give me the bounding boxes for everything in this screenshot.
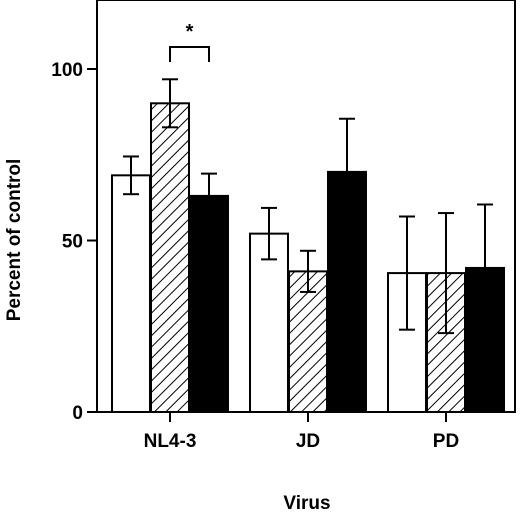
significance-annotation: * [169,21,210,62]
y-axis-label: Percent of control [4,159,25,322]
bar [189,194,229,413]
x-tick-label: JD [296,431,320,452]
y-tick-label: 100 [51,60,83,81]
y-axis-ticks: 0 50 100 [51,60,97,424]
bar [465,266,505,413]
y-tick-label: 50 [62,232,83,253]
bar [150,102,190,414]
bars-group [111,78,505,414]
bar [249,232,289,413]
bar [426,272,466,413]
significance-star: * [186,21,194,43]
x-axis-ticks: NL4-3 JD PD [144,412,459,452]
significance-bracket [169,46,210,62]
x-tick-label: PD [433,431,459,452]
bar [111,174,151,413]
x-tick-label: NL4-3 [144,431,197,452]
y-tick-label: 0 [72,403,83,424]
bar [327,170,367,413]
x-axis-label: Virus [283,493,330,514]
